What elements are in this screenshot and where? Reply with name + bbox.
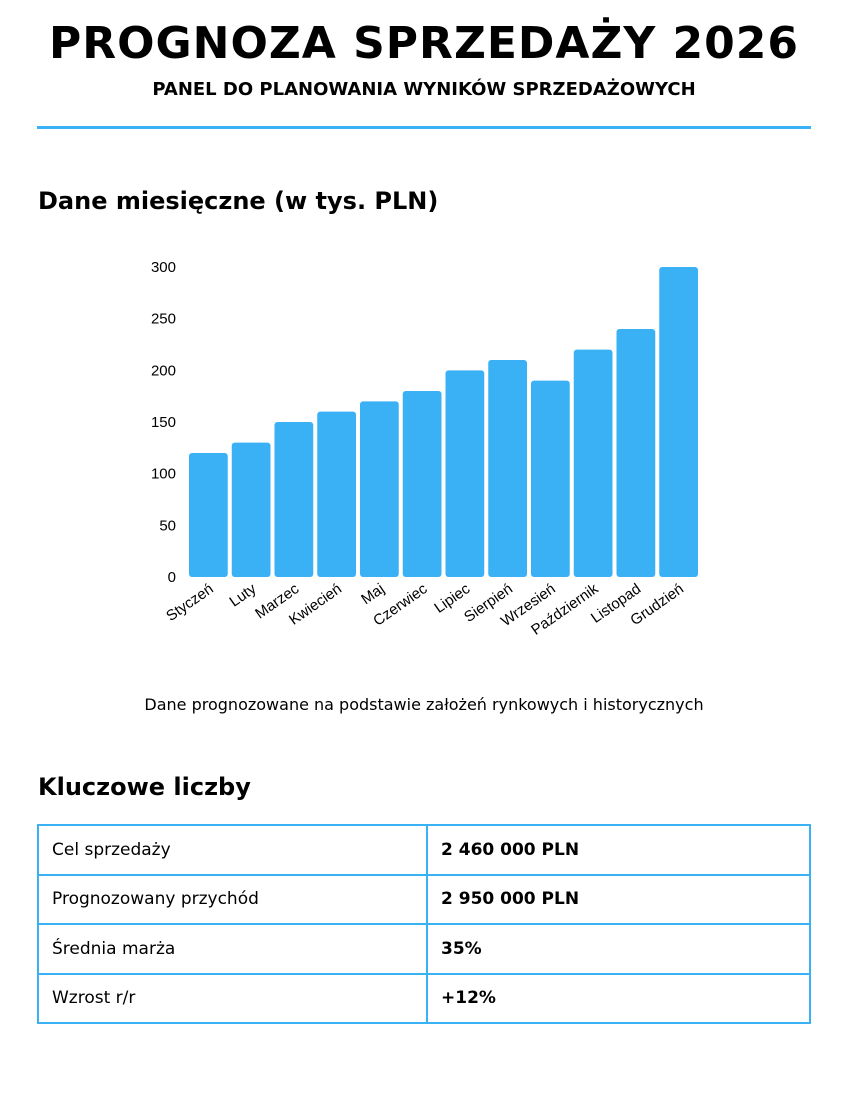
y-tick-label: 300	[151, 259, 176, 276]
table-row: Cel sprzedaży 2 460 000 PLN	[37, 824, 811, 876]
y-tick-label: 200	[151, 362, 176, 379]
table-row: Prognozowany przychód 2 950 000 PLN	[37, 873, 811, 925]
header-divider	[37, 126, 811, 129]
metric-label: Średnia marża	[37, 923, 428, 975]
y-tick-label: 250	[151, 311, 176, 328]
chart-bar	[616, 329, 656, 577]
metric-value: 2 950 000 PLN	[426, 873, 811, 925]
chart-bar	[445, 370, 485, 577]
y-tick-label: 100	[151, 466, 176, 483]
chart-bar	[189, 453, 228, 577]
y-tick-label: 0	[168, 569, 176, 586]
chart-note: Dane prognozowane na podstawie założeń r…	[144, 695, 704, 714]
chart-bar	[231, 442, 271, 577]
chart-bar	[488, 360, 527, 577]
y-tick-label: 50	[159, 517, 176, 534]
monthly-data-heading: Dane miesięczne (w tys. PLN)	[38, 187, 439, 215]
chart-bar	[573, 349, 613, 577]
x-tick-label: Maj	[358, 580, 388, 608]
x-tick-label: Styczeń	[163, 580, 216, 625]
metric-value: 2 460 000 PLN	[426, 824, 811, 876]
page-title: Prognoza sprzedaży 2026	[48, 18, 800, 69]
metric-value: +12%	[426, 972, 811, 1024]
monthly-bar-chart: 0 50 100 150 200 250 300 Styczeń Luty Marzec Kwiec…	[130, 250, 710, 675]
y-tick-label: 150	[151, 414, 176, 431]
chart-bar	[360, 401, 399, 577]
chart-bar	[274, 422, 314, 577]
metric-value: 35%	[426, 923, 811, 975]
table-row: Wzrost r/r +12%	[37, 972, 811, 1024]
key-figures-heading: Kluczowe liczby	[38, 773, 251, 801]
chart-bar	[402, 391, 442, 577]
table-row: Średnia marża 35%	[37, 923, 811, 975]
chart-bar	[531, 380, 570, 577]
chart-bar	[317, 411, 356, 577]
metric-label: Prognozowany przychód	[37, 873, 428, 925]
metric-label: Wzrost r/r	[37, 972, 428, 1024]
key-figures-table: Cel sprzedaży 2 460 000 PLN Prognozowany…	[37, 824, 811, 1024]
chart-bar	[659, 267, 698, 577]
page-subtitle: Panel do planowania wyników sprzedażowyc…	[152, 79, 696, 100]
metric-label: Cel sprzedaży	[37, 824, 428, 876]
